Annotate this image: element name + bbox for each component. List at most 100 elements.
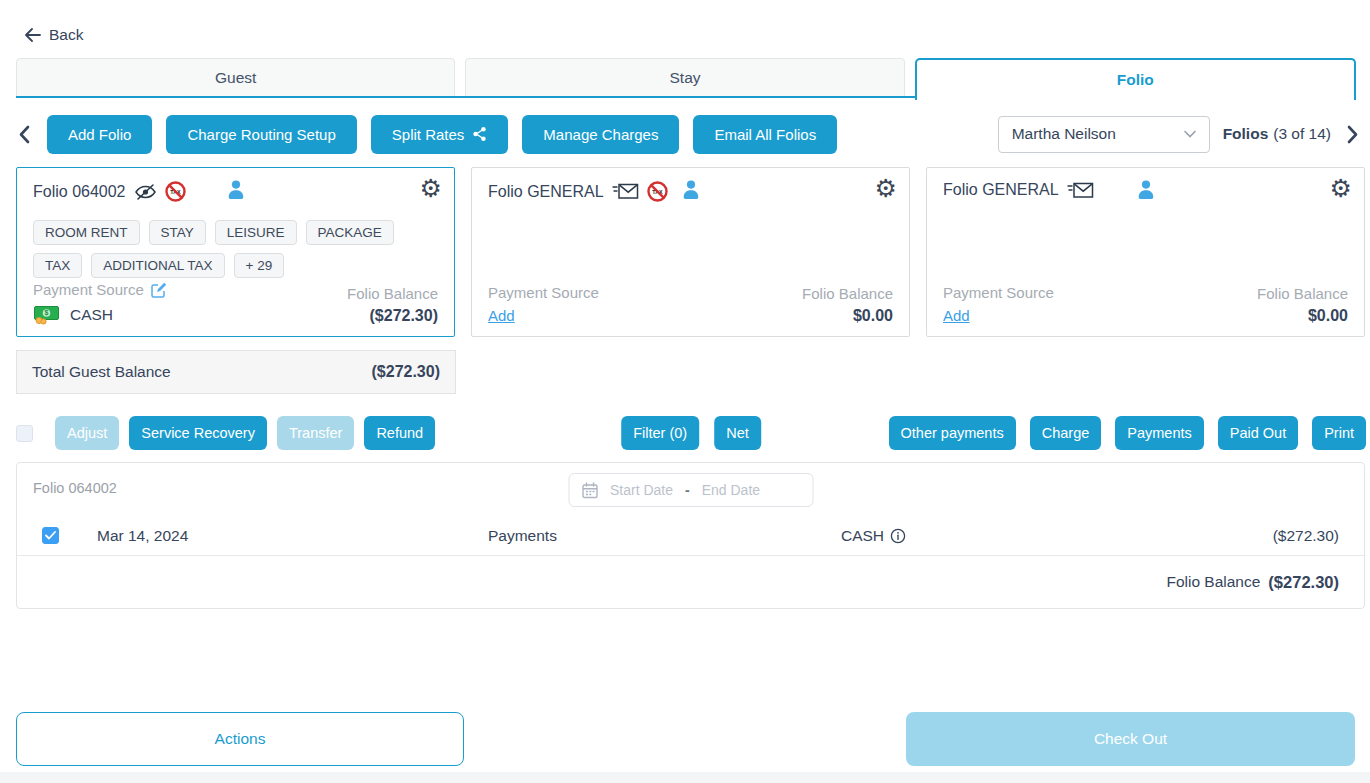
gear-icon[interactable]: ⚙︎: [875, 176, 897, 201]
folio-balance-block: Folio Balance $0.00: [802, 285, 893, 325]
card-foot: Payment Source $ CASH Folio Balance: [33, 281, 438, 325]
folio-balance-block: Folio Balance ($272.30): [347, 285, 438, 325]
no-tax-icon: TAX: [647, 181, 668, 202]
tab-guest-label: Guest: [215, 69, 256, 87]
folios-label: Folios: [1223, 125, 1269, 143]
folios-pager: Folios (3 of 14): [1223, 125, 1331, 143]
guest-select[interactable]: Martha Neilson: [998, 116, 1210, 153]
email-all-folios-button[interactable]: Email All Folios: [693, 115, 837, 154]
person-icon[interactable]: [1137, 180, 1155, 204]
manage-charges-button[interactable]: Manage Charges: [522, 115, 679, 154]
gear-icon[interactable]: ⚙︎: [1330, 176, 1352, 201]
transaction-amount: ($272.30): [1273, 527, 1364, 545]
toolbar-right: Martha Neilson Folios (3 of 14): [998, 116, 1360, 153]
transaction-row[interactable]: Mar 14, 2024 Payments CASH ($272.30): [17, 516, 1364, 556]
tab-underline: [16, 96, 920, 98]
card-foot: Payment Source Add Folio Balance $0.00: [943, 284, 1348, 325]
folio-balance-label: Folio Balance: [347, 285, 438, 302]
back-button[interactable]: Back: [24, 26, 83, 44]
folio-title: Folio GENERAL: [943, 181, 1059, 199]
folio-cards: Folio 064002 TAX ⚙︎ ROOM RENT STAY LEISU…: [16, 167, 1365, 337]
transaction-actions-bar: Adjust Service Recovery Transfer Refund …: [16, 415, 1366, 451]
actions-button[interactable]: Actions: [16, 712, 464, 766]
other-payments-button[interactable]: Other payments: [889, 416, 1016, 450]
transaction-date: Mar 14, 2024: [97, 527, 488, 545]
transfer-button[interactable]: Transfer: [277, 416, 354, 450]
tab-bar: Guest Stay Folio: [16, 58, 1356, 98]
select-all-checkbox[interactable]: [16, 425, 33, 442]
gear-icon[interactable]: ⚙︎: [420, 176, 442, 201]
email-icon: [612, 183, 639, 200]
folio-card-general-1[interactable]: Folio GENERAL TAX ⚙︎ Payment Source Add …: [471, 167, 910, 337]
add-payment-source-link[interactable]: Add: [943, 307, 970, 324]
cash-icon: $: [33, 304, 61, 325]
tag-more-chip[interactable]: + 29: [234, 253, 285, 278]
total-guest-balance: Total Guest Balance ($272.30): [16, 350, 456, 394]
info-icon[interactable]: [890, 528, 906, 544]
add-folio-button[interactable]: Add Folio: [47, 115, 152, 154]
transfer-label: Transfer: [289, 425, 342, 441]
date-range-input[interactable]: Start Date - End Date: [568, 473, 813, 507]
split-rates-label: Split Rates: [392, 126, 465, 143]
check-out-button[interactable]: Check Out: [906, 712, 1355, 766]
chevron-left-icon[interactable]: [16, 122, 32, 146]
paid-out-button[interactable]: Paid Out: [1218, 416, 1298, 450]
charge-routing-setup-button[interactable]: Charge Routing Setup: [166, 115, 356, 154]
transaction-method: CASH: [841, 527, 884, 545]
chevron-down-icon: [1184, 130, 1196, 138]
print-button[interactable]: Print: [1312, 416, 1366, 450]
folio-balance-label: Folio Balance: [1257, 285, 1348, 302]
folio-card-064002[interactable]: Folio 064002 TAX ⚙︎ ROOM RENT STAY LEISU…: [16, 167, 455, 337]
payment-source-block: Payment Source Add: [943, 284, 1054, 325]
back-label: Back: [49, 26, 83, 44]
ledger-footer: Folio Balance ($272.30): [17, 556, 1364, 608]
ledger-balance-value: ($272.30): [1268, 573, 1339, 592]
person-icon[interactable]: [227, 180, 245, 204]
tag-chip: LEISURE: [215, 220, 297, 245]
tab-guest[interactable]: Guest: [16, 58, 455, 98]
adjust-button[interactable]: Adjust: [55, 416, 119, 450]
tag-chip: ROOM RENT: [33, 220, 140, 245]
folio-balance-block: Folio Balance $0.00: [1257, 285, 1348, 325]
row-checkbox[interactable]: [42, 527, 59, 544]
split-rates-button[interactable]: Split Rates: [371, 115, 509, 154]
folio-balance-value: $0.00: [802, 307, 893, 325]
charge-label: Charge: [1042, 425, 1090, 441]
tag-chip: ADDITIONAL TAX: [91, 253, 224, 278]
chevron-right-icon[interactable]: [1344, 122, 1360, 146]
tab-folio[interactable]: Folio: [915, 58, 1356, 100]
add-payment-source-link[interactable]: Add: [488, 307, 515, 324]
folio-card-general-2[interactable]: Folio GENERAL ⚙︎ Payment Source Add Foli…: [926, 167, 1365, 337]
payments-button[interactable]: Payments: [1115, 416, 1203, 450]
refund-label: Refund: [376, 425, 423, 441]
payment-source-label: Payment Source: [488, 284, 599, 301]
charge-routing-label: Charge Routing Setup: [187, 126, 335, 143]
charge-button[interactable]: Charge: [1030, 416, 1102, 450]
service-recovery-button[interactable]: Service Recovery: [129, 416, 267, 450]
ledger-folio-label: Folio 064002: [33, 480, 117, 496]
payment-source-label: Payment Source: [33, 281, 144, 298]
person-icon[interactable]: [682, 180, 700, 204]
start-date-placeholder: Start Date: [610, 482, 673, 498]
edit-icon[interactable]: [151, 282, 167, 298]
tag-chip: STAY: [149, 220, 206, 245]
folio-balance-value: ($272.30): [347, 307, 438, 325]
filter-button[interactable]: Filter (0): [621, 416, 699, 450]
calendar-icon: [581, 482, 598, 499]
svg-text:$: $: [45, 309, 49, 317]
back-arrow-icon: [24, 28, 42, 42]
guest-select-value: Martha Neilson: [1012, 125, 1184, 143]
payment-source-label: Payment Source: [943, 284, 1054, 301]
eye-off-icon: [134, 183, 157, 201]
payments-label: Payments: [1127, 425, 1191, 441]
share-icon: [472, 126, 487, 142]
bottom-strip: [0, 772, 1370, 783]
payment-source-block: Payment Source $ CASH: [33, 281, 167, 325]
net-button[interactable]: Net: [714, 416, 761, 450]
email-all-folios-label: Email All Folios: [714, 126, 816, 143]
refund-button[interactable]: Refund: [364, 416, 435, 450]
end-date-placeholder: End Date: [702, 482, 760, 498]
actions-button-label: Actions: [215, 730, 266, 748]
other-payments-label: Other payments: [901, 425, 1004, 441]
tab-stay[interactable]: Stay: [465, 58, 904, 98]
